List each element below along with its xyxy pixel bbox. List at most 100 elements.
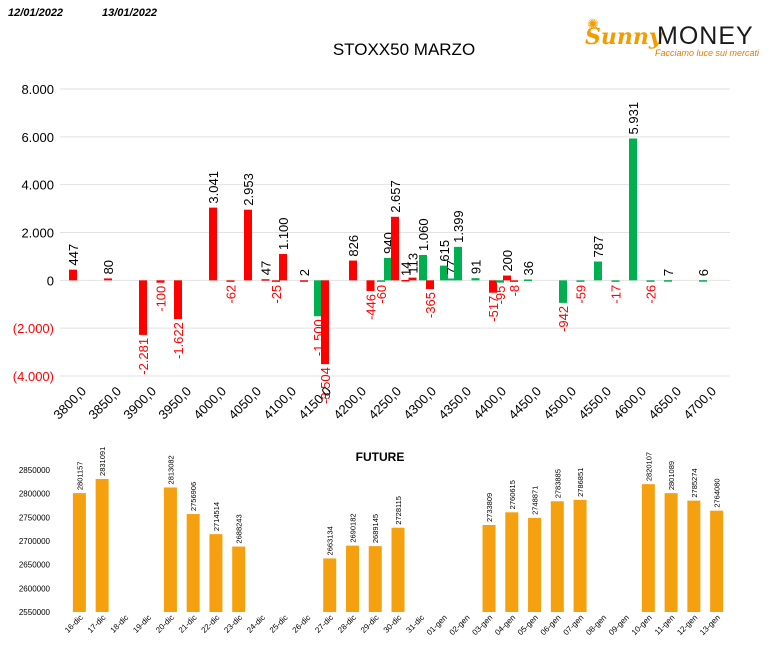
data-label: -17: [609, 285, 624, 304]
x-tick-label: 29-dic: [359, 613, 381, 635]
data-label: -95: [493, 286, 508, 305]
bar: [503, 275, 511, 281]
data-label: 2831091: [98, 447, 107, 476]
bar: [482, 524, 496, 612]
data-label: 14: [399, 262, 414, 276]
x-tick-label: 31-dic: [404, 613, 426, 635]
bar: [687, 500, 701, 612]
bar: [419, 254, 427, 281]
bar: [366, 280, 375, 292]
x-tick-label: 02-gen: [448, 613, 472, 637]
y-tick-label: 2800000: [19, 490, 51, 499]
bar: [323, 558, 337, 612]
data-label: 2764080: [713, 478, 722, 507]
bars-future: 2801157 2831091 2813082 2756906 2714514 26882…: [72, 447, 724, 612]
bar: [573, 499, 587, 612]
x-tick-label: 4450,0: [505, 384, 544, 423]
x-tick-label: 06-gen: [539, 613, 563, 637]
bar: [550, 501, 564, 612]
data-label: 2689145: [371, 514, 380, 543]
x-tick-label: 13-gen: [698, 613, 722, 637]
data-label: 447: [66, 244, 81, 266]
bar: [244, 209, 252, 281]
x-tick-label: 07-gen: [561, 613, 585, 637]
bar: [139, 280, 147, 335]
x-tick-label: 11-gen: [653, 613, 677, 637]
data-label: -100: [154, 286, 169, 312]
bar: [95, 478, 109, 612]
data-label: 2756906: [189, 482, 198, 511]
date-previous: 12/01/2022: [8, 7, 64, 19]
bar: [391, 527, 405, 612]
x-axis-stoxx50: 3800,03850,03900,03950,04000,04050,04100…: [50, 384, 719, 423]
data-label: 2663134: [326, 526, 335, 555]
data-label: 2783885: [553, 469, 562, 498]
bar: [321, 280, 329, 365]
bar: [186, 514, 200, 612]
x-tick-label: 4200,0: [330, 384, 369, 423]
bar: [314, 280, 322, 317]
y-axis-future: 2850000 2800000 2750000 2700000 2650000 26000…: [19, 466, 51, 617]
x-tick-label: 08-gen: [584, 613, 608, 637]
data-label: 2760615: [508, 480, 517, 509]
bar: [209, 207, 217, 281]
data-label: 2.657: [388, 180, 403, 213]
data-label: -59: [574, 285, 589, 304]
x-tick-label: 19-dic: [131, 613, 153, 635]
x-tick-label: 4600,0: [610, 384, 649, 423]
x-tick-label: 17-dic: [86, 613, 108, 635]
data-label: -60: [374, 285, 389, 304]
bar: [377, 280, 385, 282]
bar: [528, 517, 542, 612]
x-tick-label: 24-dic: [245, 613, 267, 635]
x-tick-label: 26-dic: [291, 613, 313, 635]
data-label: 91: [469, 260, 484, 274]
x-tick-label: 4350,0: [435, 384, 474, 423]
data-label: 615: [437, 240, 452, 262]
y-tick-label: 2550000: [19, 608, 51, 617]
bar: [72, 493, 86, 612]
bar: [594, 261, 602, 281]
x-tick-label: 22-dic: [200, 613, 222, 635]
bar: [174, 280, 182, 320]
bar: [699, 280, 707, 282]
x-tick-label: 16-dic: [63, 613, 85, 635]
data-label: 1.060: [416, 218, 431, 251]
x-tick-label: 18-dic: [109, 613, 131, 635]
bar: [272, 280, 280, 282]
bar: [611, 280, 620, 282]
y-axis-stoxx50: 8.000 6.000 4.000 2.000 0 (2.000) (4.000): [13, 82, 54, 384]
data-label: 2: [297, 269, 312, 276]
bar: [489, 280, 497, 293]
x-tick-label: 05-gen: [516, 613, 540, 637]
data-label: -2.281: [136, 338, 151, 375]
data-label: 36: [521, 261, 536, 275]
y-tick-label: 2600000: [19, 584, 51, 593]
x-tick-label: 4100,0: [260, 384, 299, 423]
x-tick-label: 23-dic: [222, 613, 244, 635]
x-tick-label: 4000,0: [190, 384, 229, 423]
data-label: 200: [500, 250, 515, 272]
x-tick-label: 3950,0: [155, 384, 194, 423]
x-tick-label: 4500,0: [540, 384, 579, 423]
data-label: 2801089: [667, 461, 676, 490]
data-label: 2785274: [690, 468, 699, 497]
data-label: 2813082: [166, 455, 175, 484]
bar: [345, 545, 359, 612]
bar: [505, 512, 519, 612]
y-tick-label: 4.000: [21, 178, 54, 193]
bar: [384, 257, 392, 281]
data-label: -3.504: [318, 367, 333, 404]
bar: [664, 280, 672, 282]
x-tick-label: 12-gen: [675, 613, 699, 637]
data-label: 2688243: [235, 514, 244, 543]
bar: [629, 138, 637, 281]
y-tick-label: 8.000: [21, 82, 54, 97]
bar: [576, 280, 585, 282]
x-tick-label: 3900,0: [120, 384, 159, 423]
bar: [349, 260, 357, 281]
data-label: -25: [269, 285, 284, 304]
chart-title-future: FUTURE: [356, 450, 405, 464]
data-label: 7: [661, 269, 676, 276]
bar: [524, 279, 532, 281]
